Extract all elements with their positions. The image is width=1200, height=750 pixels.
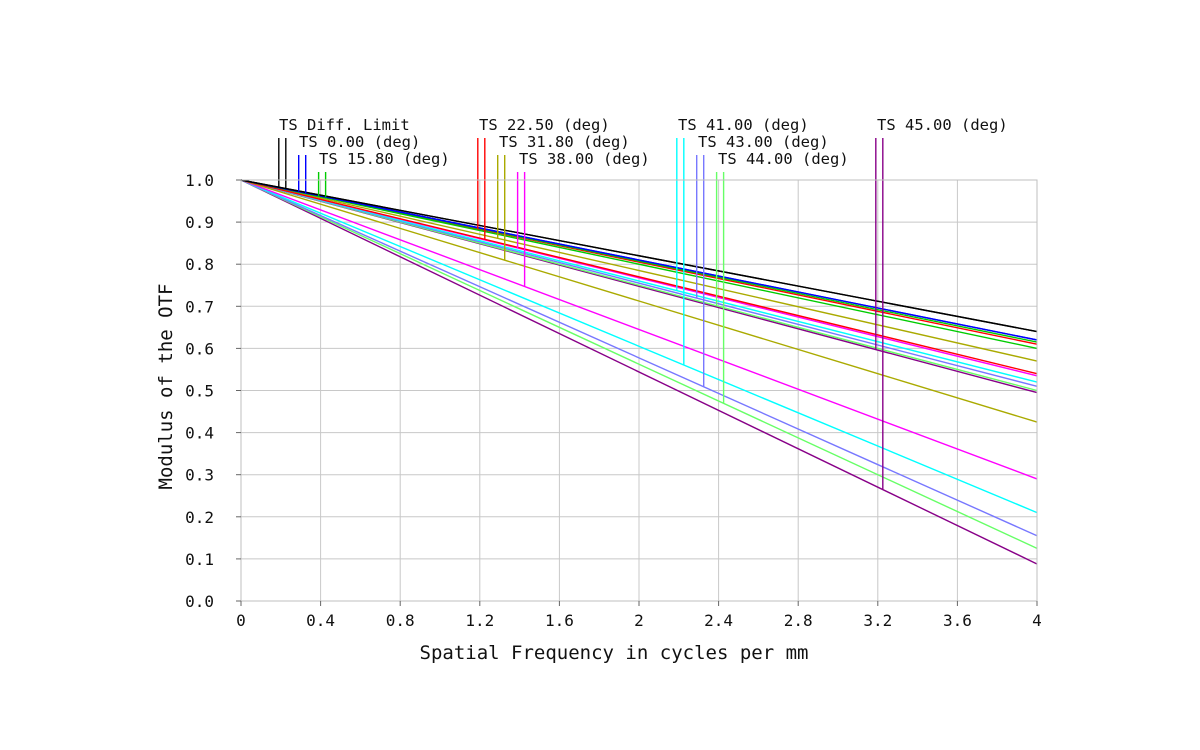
legend-label-6: TS 41.00 (deg)	[678, 116, 809, 134]
series-line-8-sagittal	[240, 179, 1038, 550]
y-axis-title: Modulus of the OTF	[155, 284, 177, 490]
series-line-0-tangential	[240, 179, 1038, 333]
x-tick-label-2: 0.8	[386, 611, 415, 630]
x-tick-label-0: 0	[236, 611, 246, 630]
y-tick-label-9: 0.9	[185, 213, 214, 232]
series-line-2-tangential	[240, 179, 1038, 350]
series-layer	[240, 179, 1038, 565]
y-tick-label-5: 0.5	[185, 382, 214, 401]
legend-label-4: TS 31.80 (deg)	[499, 133, 630, 151]
legend-label-5: TS 38.00 (deg)	[519, 150, 650, 168]
grid	[241, 180, 1037, 601]
x-tick-label-7: 2.8	[784, 611, 813, 630]
y-tick-label-4: 0.4	[185, 424, 214, 443]
series-line-7-sagittal	[240, 179, 1038, 537]
series-line-4-tangential	[240, 179, 1038, 362]
x-tick-label-1: 0.4	[306, 611, 335, 630]
legend-label-2: TS 15.80 (deg)	[319, 150, 450, 168]
legend-label-0: TS Diff. Limit	[279, 116, 410, 134]
axis-ticks: 0 0.4 0.8 1.2 1.6 2 2.4 2.8 3.2 3.6 4 0.0 0.1 0.2 0.3 0…	[185, 171, 1042, 630]
series-line-6-sagittal	[240, 179, 1038, 514]
y-tick-label-8: 0.8	[185, 255, 214, 274]
series-line-9-sagittal	[240, 179, 1038, 565]
y-tick-label-7: 0.7	[185, 297, 214, 316]
x-tick-label-4: 1.6	[545, 611, 574, 630]
x-axis-title: Spatial Frequency in cycles per mm	[420, 642, 809, 664]
series-line-3-sagittal	[240, 179, 1038, 375]
legend-label-8: TS 44.00 (deg)	[718, 150, 849, 168]
x-tick-label-3: 1.2	[465, 611, 494, 630]
y-tick-label-0: 0.0	[185, 592, 214, 611]
legend-label-7: TS 43.00 (deg)	[698, 133, 829, 151]
y-tick-label-1: 0.1	[185, 550, 214, 569]
series-line-5-sagittal	[240, 179, 1038, 480]
x-tick-label-6: 2.4	[704, 611, 733, 630]
legend-label-3: TS 22.50 (deg)	[479, 116, 610, 134]
series-line-6-tangential	[240, 179, 1038, 383]
x-tick-label-9: 3.6	[943, 611, 972, 630]
series-line-4-sagittal	[240, 179, 1038, 423]
y-tick-label-3: 0.3	[185, 466, 214, 485]
y-tick-label-10: 1.0	[185, 171, 214, 190]
legend-label-9: TS 45.00 (deg)	[877, 116, 1008, 134]
legend-label-1: TS 0.00 (deg)	[299, 133, 420, 151]
x-tick-label-8: 3.2	[863, 611, 892, 630]
y-tick-label-2: 0.2	[185, 508, 214, 527]
x-tick-label-5: 2	[634, 611, 644, 630]
x-tick-label-10: 4	[1032, 611, 1042, 630]
series-line-1-tangential	[240, 179, 1038, 341]
y-tick-label-6: 0.6	[185, 339, 214, 358]
